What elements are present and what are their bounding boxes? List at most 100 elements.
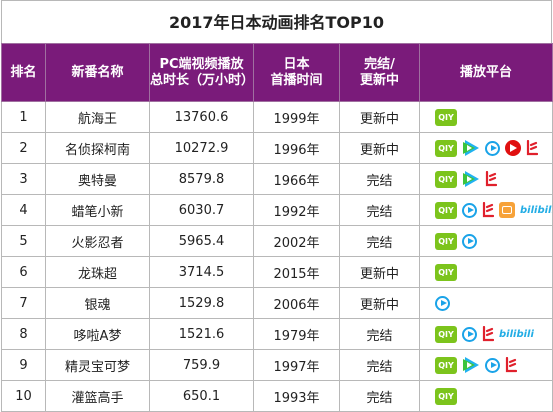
name-cell: 名侦探柯南 [45,132,150,164]
rank-cell: 2 [1,132,46,164]
table-row: 6 龙珠超 3714.5 2015年 更新中 [1,256,553,288]
tencent-video-icon [463,357,479,373]
iqiyi-icon [435,170,457,188]
table-row: 2 名侦探柯南 10272.9 1996年 更新中 [1,132,553,164]
iqiyi-icon [435,108,457,126]
platform-cell: bilibili [419,318,553,350]
year-cell: 2006年 [253,287,340,319]
duration-cell: 1529.8 [149,287,254,319]
status-cell: 更新中 [339,287,420,319]
platform-cell [419,225,553,257]
mango-tv-icon [505,140,521,156]
rank-cell: 8 [1,318,46,350]
iqiyi-icon [435,139,457,157]
name-cell: 航海王 [45,101,150,133]
name-cell: 灌篮高手 [45,380,150,412]
letv-icon [505,357,517,373]
name-cell: 奥特曼 [45,163,150,195]
rank-cell: 5 [1,225,46,257]
platform-cell [419,163,553,195]
youku-icon [462,326,477,342]
letv-icon [482,202,494,218]
header-status: 完结/ 更新中 [339,43,420,102]
name-cell: 精灵宝可梦 [45,349,150,381]
duration-cell: 759.9 [149,349,254,381]
rank-cell: 7 [1,287,46,319]
platform-cell [419,380,553,412]
header-name: 新番名称 [45,43,150,102]
header-platform: 播放平台 [419,43,553,102]
table-title: 2017年日本动画排名TOP10 [1,0,552,43]
header-rank: 排名 [1,43,46,102]
name-cell: 哆啦A梦 [45,318,150,350]
year-cell: 1999年 [253,101,340,133]
table-row: 10 灌篮高手 650.1 1993年 完结 [1,380,553,412]
status-cell: 完结 [339,349,420,381]
year-cell: 1992年 [253,194,340,226]
name-cell: 火影忍者 [45,225,150,257]
rank-cell: 6 [1,256,46,288]
duration-cell: 1521.6 [149,318,254,350]
name-cell: 龙珠超 [45,256,150,288]
rank-cell: 1 [1,101,46,133]
duration-cell: 650.1 [149,380,254,412]
header-status-line2: 更新中 [359,72,399,88]
duration-cell: 6030.7 [149,194,254,226]
platform-cell [419,101,553,133]
duration-cell: 13760.6 [149,101,254,133]
table-header-row: 排名 新番名称 PC端视频播放 总时长（万小时） 日本 首播时间 完结/ 更新中… [1,43,553,102]
header-duration: PC端视频播放 总时长（万小时） [149,43,254,102]
iqiyi-icon [435,201,457,219]
platform-cell [419,287,553,319]
iqiyi-icon [435,263,457,281]
tencent-video-icon [463,140,479,156]
youku-icon [462,202,477,218]
status-cell: 完结 [339,380,420,412]
youku-icon [485,357,500,373]
rank-cell: 9 [1,349,46,381]
bilibili-tv-icon [499,202,515,218]
name-cell: 蜡笔小新 [45,194,150,226]
year-cell: 1966年 [253,163,340,195]
table-row: 3 奥特曼 8579.8 1966年 完结 [1,163,553,195]
status-cell: 更新中 [339,101,420,133]
platform-cell [419,349,553,381]
header-year-line2: 首播时间 [270,72,323,88]
header-status-line1: 完结/ [364,56,395,72]
duration-cell: 10272.9 [149,132,254,164]
bilibili-logo-icon: bilibili [520,204,553,216]
rank-cell: 10 [1,380,46,412]
duration-cell: 8579.8 [149,163,254,195]
platform-cell [419,256,553,288]
ranking-table: 排名 新番名称 PC端视频播放 总时长（万小时） 日本 首播时间 完结/ 更新中… [1,43,553,412]
table-row: 9 精灵宝可梦 759.9 1997年 完结 [1,349,553,381]
table-body: 1航海王13760.61999年更新中2名侦探柯南10272.91996年更新中… [1,101,553,412]
letv-icon [485,171,497,187]
rank-cell: 4 [1,194,46,226]
name-cell: 银魂 [45,287,150,319]
iqiyi-icon [435,356,457,374]
header-year: 日本 首播时间 [253,43,340,102]
duration-cell: 5965.4 [149,225,254,257]
table-row: 1 航海王 13760.6 1999年 更新中 [1,101,553,133]
iqiyi-icon [435,232,457,250]
youku-icon [435,295,450,311]
letv-icon [526,140,538,156]
status-cell: 更新中 [339,132,420,164]
table-row: 7 银魂 1529.8 2006年 更新中 [1,287,553,319]
iqiyi-icon [435,325,457,343]
year-cell: 1996年 [253,132,340,164]
iqiyi-icon [435,387,457,405]
status-cell: 完结 [339,225,420,257]
platform-cell [419,132,553,164]
tencent-video-icon [463,171,479,187]
status-cell: 更新中 [339,256,420,288]
bilibili-logo-icon: bilibili [499,328,534,340]
youku-icon [462,233,477,249]
year-cell: 1993年 [253,380,340,412]
header-duration-line1: PC端视频播放 [159,56,244,72]
status-cell: 完结 [339,194,420,226]
